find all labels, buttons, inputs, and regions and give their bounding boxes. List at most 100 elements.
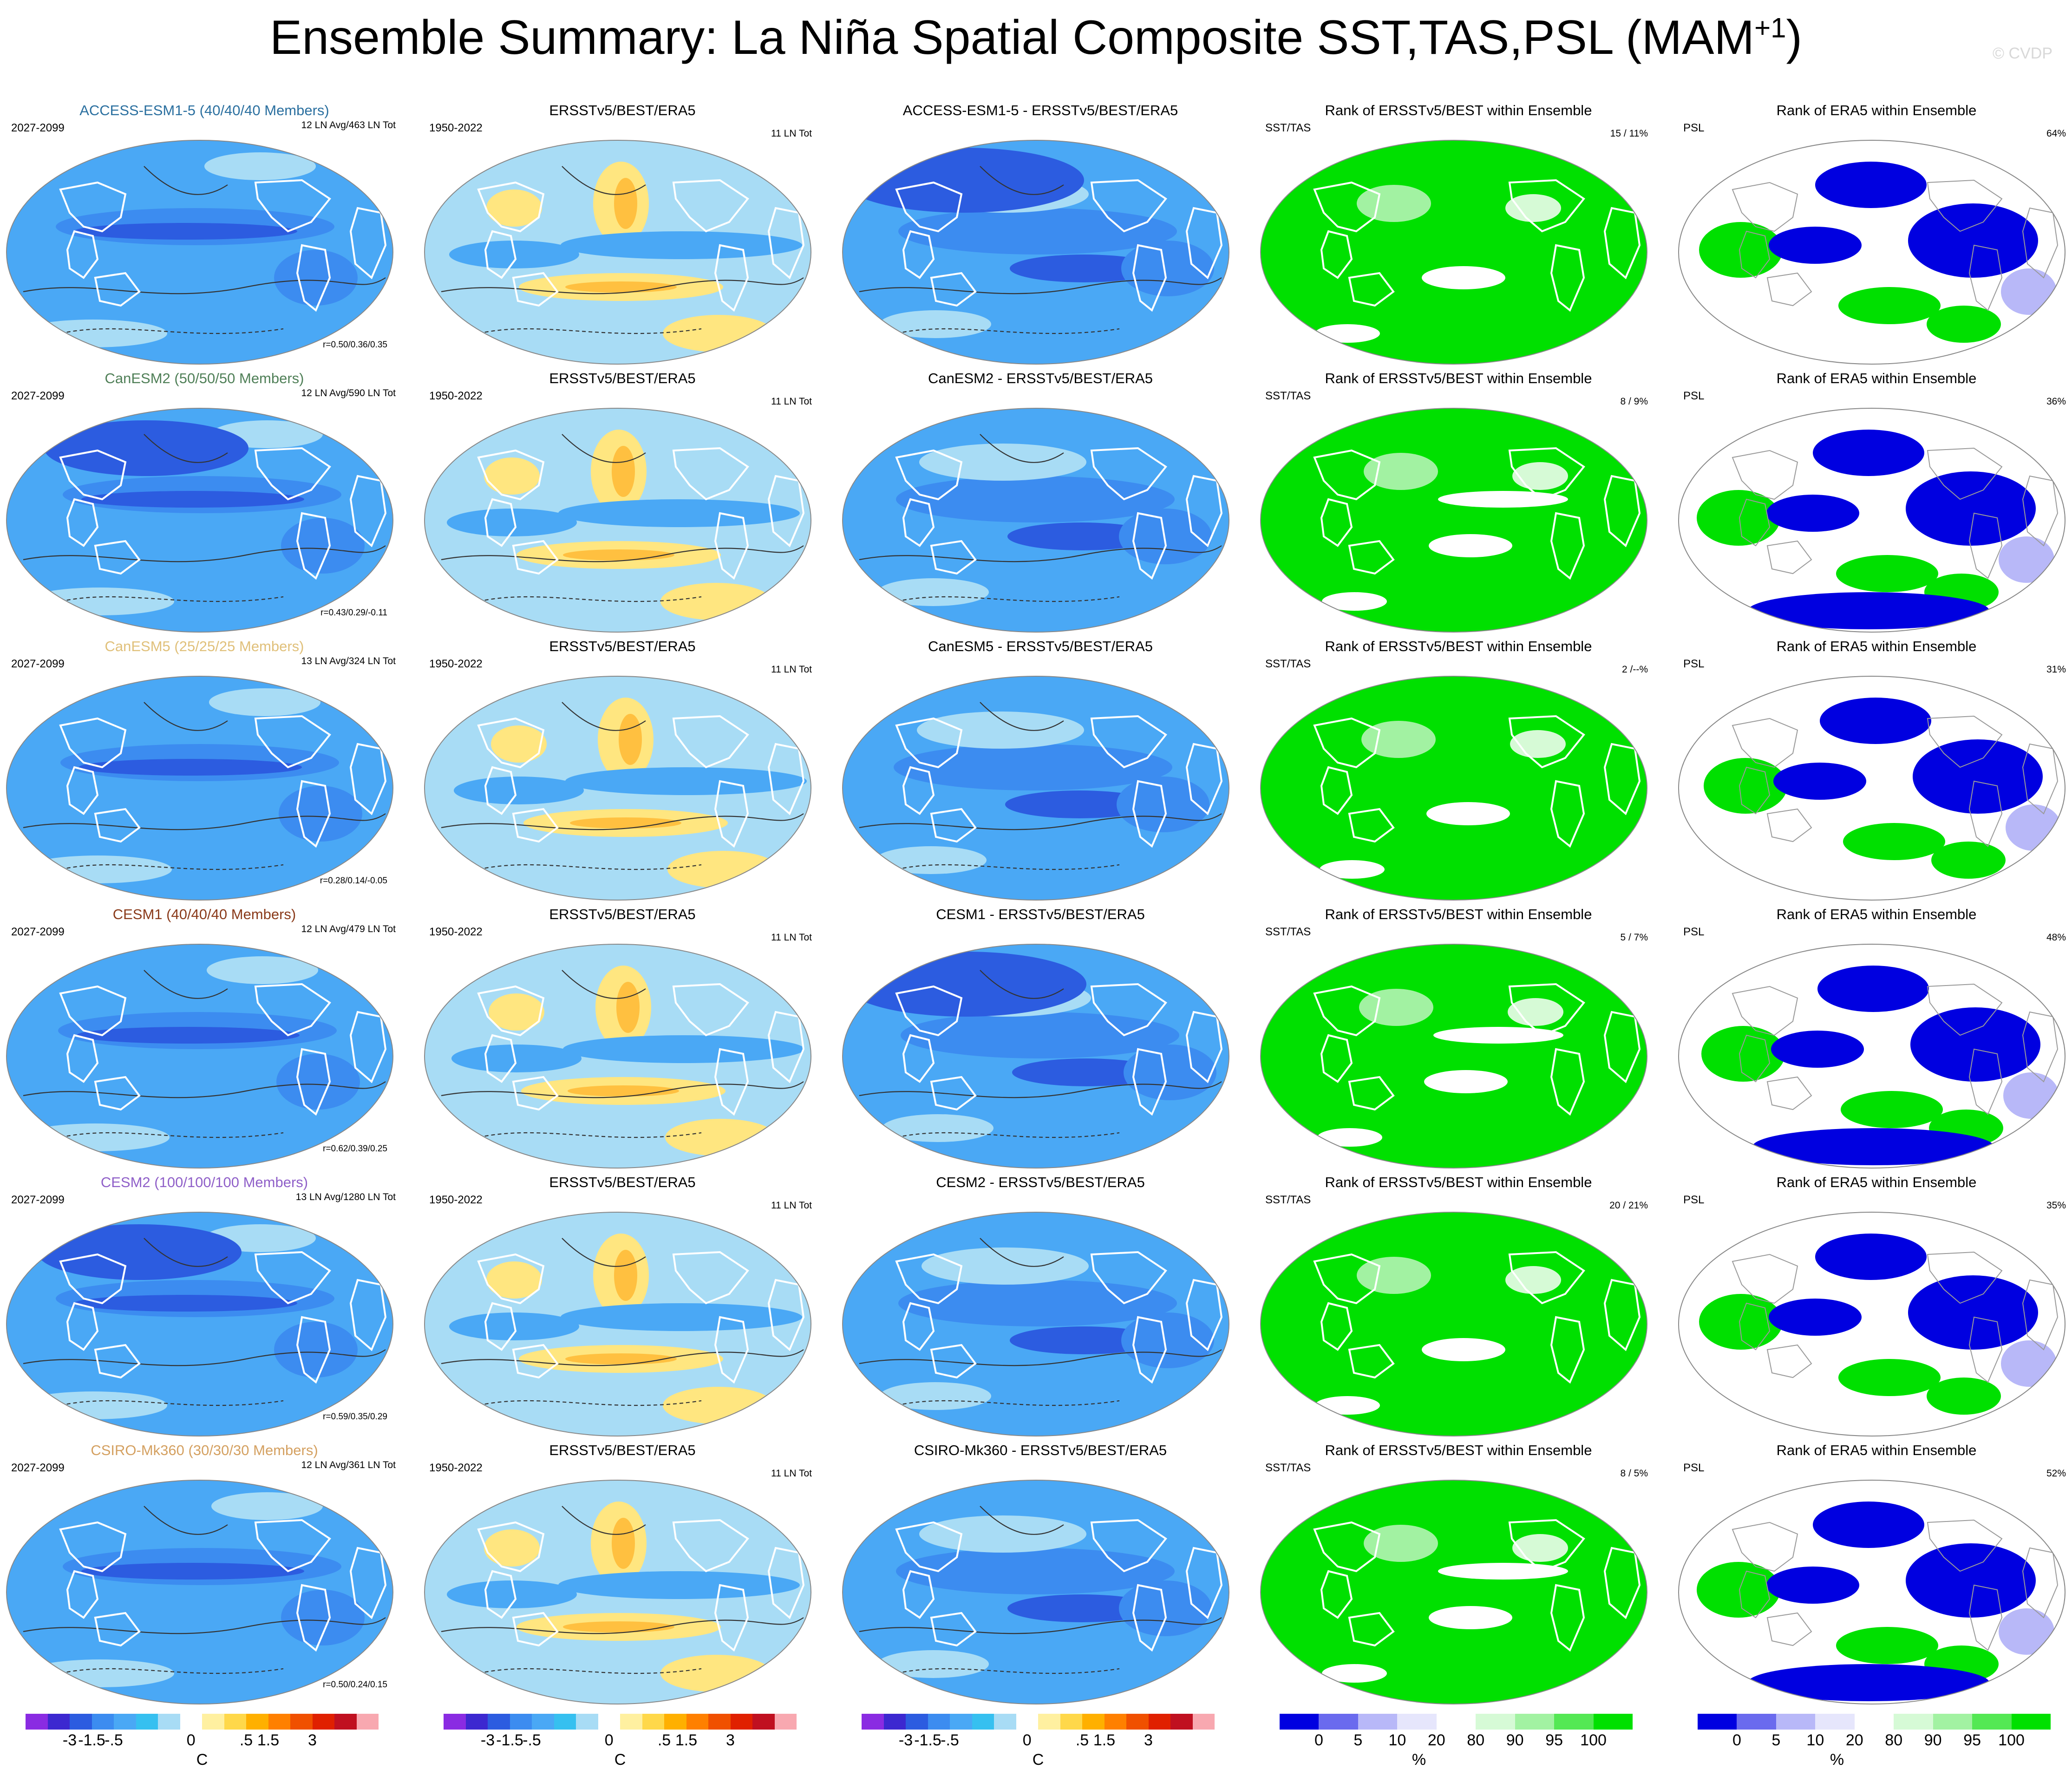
diff-title: ACCESS-ESM1-5 - ERSSTv5/BEST/ERA5 — [902, 102, 1178, 118]
colorbar-unit: C — [196, 1751, 208, 1769]
colorbar-swatch — [1280, 1714, 1319, 1730]
model-title: CESM2 (100/100/100 Members) — [100, 1174, 308, 1190]
model-map — [6, 944, 393, 1169]
rank1-map — [1260, 408, 1647, 633]
colorbar-tick-label: 1.5 — [257, 1731, 280, 1749]
rank1-map — [1260, 140, 1647, 365]
colorbar-swatch — [114, 1714, 136, 1730]
colorbar-swatch — [334, 1714, 357, 1730]
model-title: CanESM5 (25/25/25 Members) — [105, 638, 304, 654]
colorbar-swatch — [488, 1714, 510, 1730]
panel-obs-2: ERSSTv5/BEST/ERA5 1950-2022 11 LN Tot — [423, 370, 822, 633]
model-counts: 13 LN Avg/1280 LN Tot — [295, 1192, 396, 1202]
colorbar-tick-label: 10 — [1388, 1731, 1406, 1749]
colorbar-swatch — [180, 1714, 202, 1730]
rank-psl-stat: 31% — [2046, 664, 2066, 675]
colorbar-tick-label: 1.5 — [675, 1731, 698, 1749]
rank-sst-stat: 20 / 21% — [1609, 1200, 1648, 1211]
diff-map — [842, 1212, 1229, 1436]
colorbar-swatch — [47, 1714, 70, 1730]
colorbar-swatch — [862, 1714, 884, 1730]
model-counts: 12 LN Avg/463 LN Tot — [301, 120, 396, 131]
colorbar-swatch — [554, 1714, 576, 1730]
colorbar-swatch — [972, 1714, 994, 1730]
rank2-map — [1678, 1212, 2065, 1436]
colorbar-unit: % — [1412, 1751, 1426, 1769]
colorbar-ticks: 0 5 10 20 80 90 95 100 — [1280, 1731, 1633, 1755]
colorbar-swatch — [950, 1714, 972, 1730]
colorbar-swatch — [928, 1714, 950, 1730]
temperature-colorbar — [862, 1714, 1215, 1730]
colorbar-ticks: -3 -1.5 -.5 0 .5 1.5 3 — [26, 1731, 379, 1755]
rank-psl-label: PSL — [1683, 1194, 1705, 1206]
colorbar-swatch — [1397, 1714, 1437, 1730]
colorbar-swatch — [1593, 1714, 1633, 1730]
rank-psl-stat: 64% — [2046, 128, 2066, 139]
model-map — [6, 676, 393, 901]
panel-rank2-3: Rank of ERA5 within Ensemble PSL 31% — [1677, 638, 2072, 901]
colorbar-tick-label: 80 — [1467, 1731, 1485, 1749]
colorbar-swatch — [1060, 1714, 1082, 1730]
colorbar-swatch — [708, 1714, 731, 1730]
colorbar-swatch — [994, 1714, 1016, 1730]
panel-obs-3: ERSSTv5/BEST/ERA5 1950-2022 11 LN Tot — [423, 638, 822, 901]
colorbar-swatch — [224, 1714, 246, 1730]
rank-sst-label: SST/TAS — [1265, 122, 1311, 134]
panel-model-4: CESM1 (40/40/40 Members) 2027-2099 12 LN A… — [5, 906, 404, 1169]
panel-rank1-1: Rank of ERSSTv5/BEST within Ensemble SST/… — [1259, 102, 1658, 365]
diff-map — [842, 140, 1229, 365]
colorbar-swatch — [1854, 1714, 1894, 1730]
rank-sst-title: Rank of ERSSTv5/BEST within Ensemble — [1325, 1442, 1592, 1458]
panel-rank2-1: Rank of ERA5 within Ensemble PSL 64% — [1677, 102, 2072, 365]
rank-psl-title: Rank of ERA5 within Ensemble — [1776, 102, 1977, 118]
rank-sst-label: SST/TAS — [1265, 1194, 1311, 1206]
colorbar-tick-label: .5 — [1075, 1731, 1089, 1749]
temperature-colorbar — [444, 1714, 797, 1730]
temperature-colorbar — [26, 1714, 379, 1730]
rank-sst-label: SST/TAS — [1265, 1462, 1311, 1474]
rank-psl-label: PSL — [1683, 926, 1705, 938]
diff-title: CESM2 - ERSSTv5/BEST/ERA5 — [936, 1174, 1145, 1190]
colorbar-swatch — [774, 1714, 797, 1730]
panel-model-1: ACCESS-ESM1-5 (40/40/40 Members) 2027-209… — [5, 102, 404, 365]
rank-sst-label: SST/TAS — [1265, 390, 1311, 402]
colorbar-swatch — [268, 1714, 290, 1730]
rank-sst-title: Rank of ERSSTv5/BEST within Ensemble — [1325, 370, 1592, 386]
rank-sst-stat: 5 / 7% — [1620, 932, 1648, 943]
colorbar-swatch — [246, 1714, 268, 1730]
colorbar-swatch — [1104, 1714, 1126, 1730]
obs-period: 1950-2022 — [429, 122, 483, 134]
panel-rank2-5: Rank of ERA5 within Ensemble PSL 35% — [1677, 1174, 2072, 1436]
colorbar-swatch — [158, 1714, 180, 1730]
obs-title: ERSSTv5/BEST/ERA5 — [549, 638, 696, 654]
obs-title: ERSSTv5/BEST/ERA5 — [549, 1174, 696, 1190]
rank-psl-stat: 52% — [2046, 1468, 2066, 1479]
panel-diff-6: CSIRO-Mk360 - ERSSTv5/BEST/ERA5 — [841, 1442, 1240, 1704]
colorbar-swatch — [598, 1714, 620, 1730]
panel-rank1-6: Rank of ERSSTv5/BEST within Ensemble SST/… — [1259, 1442, 1658, 1704]
diff-map — [842, 1480, 1229, 1704]
colorbar-swatch — [686, 1714, 708, 1730]
colorbar-swatch — [1126, 1714, 1149, 1730]
rank2-map — [1678, 676, 2065, 901]
panel-diff-3: CanESM5 - ERSSTv5/BEST/ERA5 — [841, 638, 1240, 901]
colorbar-ticks: 0 5 10 20 80 90 95 100 — [1698, 1731, 2051, 1755]
rank-psl-title: Rank of ERA5 within Ensemble — [1776, 1442, 1977, 1458]
diff-title: CanESM5 - ERSSTv5/BEST/ERA5 — [928, 638, 1153, 654]
colorbar-tick-label: 3 — [308, 1731, 317, 1749]
colorbar-swatch — [136, 1714, 158, 1730]
rank-sst-stat: 2 /--% — [1621, 664, 1648, 675]
rank-psl-stat: 36% — [2046, 396, 2066, 407]
colorbar-swatch — [1436, 1714, 1476, 1730]
colorbar-swatch — [1016, 1714, 1038, 1730]
rank-sst-title: Rank of ERSSTv5/BEST within Ensemble — [1325, 638, 1592, 654]
colorbar-tick-label: 10 — [1806, 1731, 1824, 1749]
colorbar-tick-label: 0 — [604, 1731, 614, 1749]
model-title: CESM1 (40/40/40 Members) — [112, 906, 296, 922]
colorbar-tick-label: -.5 — [105, 1731, 123, 1749]
colorbar-unit: C — [614, 1751, 626, 1769]
colorbar-ticks: -3 -1.5 -.5 0 .5 1.5 3 — [862, 1731, 1215, 1755]
colorbar-swatch — [620, 1714, 642, 1730]
rank1-map — [1260, 944, 1647, 1169]
colorbar-swatch — [1038, 1714, 1060, 1730]
